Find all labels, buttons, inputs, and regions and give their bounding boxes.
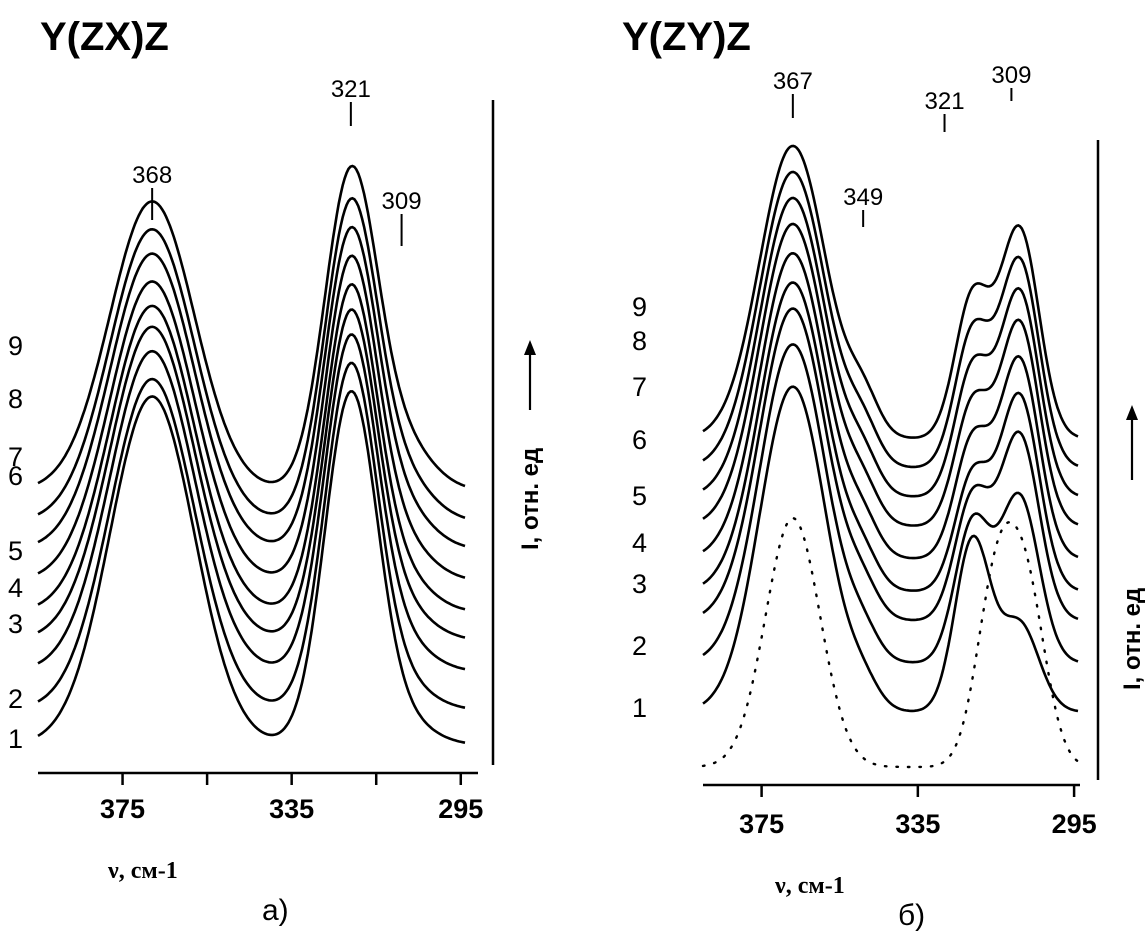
panel-b-x-ticks: 375 335 295: [739, 785, 1097, 839]
panel-b-curves: [702, 144, 1079, 713]
spectrum-curve-4: [702, 281, 1079, 592]
x-tick-label-295: 295: [1052, 809, 1097, 839]
panel-b-y-label: I, отн. ед: [1119, 588, 1146, 690]
spectrum-curve-2: [702, 343, 1079, 664]
curve-label-7: 7: [632, 372, 647, 402]
x-tick-label-295: 295: [438, 794, 483, 824]
x-tick-label-375: 375: [100, 794, 145, 824]
x-tick-label-335: 335: [895, 809, 940, 839]
panel-a-y-label-group: I, отн. ед: [517, 340, 544, 550]
curve-label-6: 6: [8, 461, 23, 491]
panel-a-curves: [37, 164, 466, 744]
curve-label-9: 9: [8, 331, 23, 361]
panel-a-title: Y(ZX)Z: [40, 15, 169, 59]
curve-label-8: 8: [8, 384, 23, 414]
panel-a-label: а): [262, 894, 289, 927]
spectrum-curve-8: [37, 196, 466, 519]
spectrum-curve-7: [37, 225, 466, 548]
peak-label-368: 368: [132, 162, 172, 189]
panel-b-x-label: ν, см-1: [774, 873, 845, 899]
curve-label-1: 1: [8, 724, 23, 754]
peak-label-309: 309: [382, 188, 422, 215]
curve-label-5: 5: [8, 536, 23, 566]
peak-label-349: 349: [843, 184, 883, 211]
peak-label-309: 309: [991, 62, 1031, 89]
panel-b-curve-labels: 1 2 3 4 5 6 7 8 9: [632, 292, 647, 723]
panel-a-x-label: ν, см-1: [107, 858, 178, 884]
spectrum-curve-4: [37, 308, 466, 639]
curve-label-4: 4: [8, 573, 23, 603]
panel-b-reference-dotted: [701, 516, 1080, 769]
spectrum-curve-7: [702, 196, 1079, 498]
spectrum-curve-3: [702, 307, 1079, 622]
spectrum-curve-6: [702, 222, 1079, 527]
spectrum-curve-5: [37, 283, 466, 611]
x-tick-label-375: 375: [739, 809, 784, 839]
spectrum-curve-2: [37, 361, 466, 709]
spectrum-curve-1: [37, 390, 466, 744]
curve-label-4: 4: [632, 528, 647, 558]
panel-a-peak-labels: 368 321 309: [132, 76, 422, 246]
panel-b-y-arrow-head: [1126, 405, 1138, 420]
panel-b-y-label-group: I, отн. ед: [1119, 405, 1146, 690]
x-tick-label-335: 335: [269, 794, 314, 824]
panel-a-x-ticks: 375 335 295: [100, 773, 483, 824]
panel-a-curve-labels: 1 2 3 4 5 67 8 9: [8, 331, 23, 754]
panel-b-label: б): [898, 899, 925, 932]
peak-label-321: 321: [925, 88, 965, 115]
curve-label-2: 2: [8, 684, 23, 714]
spectrum-curve-5: [702, 251, 1079, 560]
panel-b-title: Y(ZY)Z: [622, 15, 751, 59]
curve-label-3: 3: [632, 569, 647, 599]
panel-b-peak-labels: 367 349 321 309: [773, 62, 1031, 227]
curve-label-1: 1: [632, 693, 647, 723]
spectrum-curve-9: [702, 144, 1079, 439]
curve-label-5: 5: [632, 481, 647, 511]
curve-label-7: 7: [8, 442, 23, 472]
spectrum-curve-1: [702, 385, 1079, 713]
spectrum-curve-6: [37, 254, 466, 579]
reference-dotted-curve: [701, 516, 1080, 769]
spectrum-curve-8: [702, 170, 1079, 469]
peak-label-321: 321: [331, 76, 371, 103]
peak-label-367: 367: [773, 68, 813, 95]
curve-label-3: 3: [8, 609, 23, 639]
curve-label-2: 2: [632, 631, 647, 661]
spectrum-curve-3: [37, 333, 466, 671]
spectrum-curve-9: [37, 164, 466, 488]
panel-a: Y(ZX)Z 1 2 3 4 5 67 8 9 368 321 309 375 335 295 I, …: [8, 15, 544, 927]
curve-label-8: 8: [632, 326, 647, 356]
curve-label-9: 9: [632, 292, 647, 322]
panel-a-y-arrow-head: [524, 340, 536, 355]
curve-label-6: 6: [632, 425, 647, 455]
panel-a-y-label: I, отн. ед: [517, 448, 544, 550]
